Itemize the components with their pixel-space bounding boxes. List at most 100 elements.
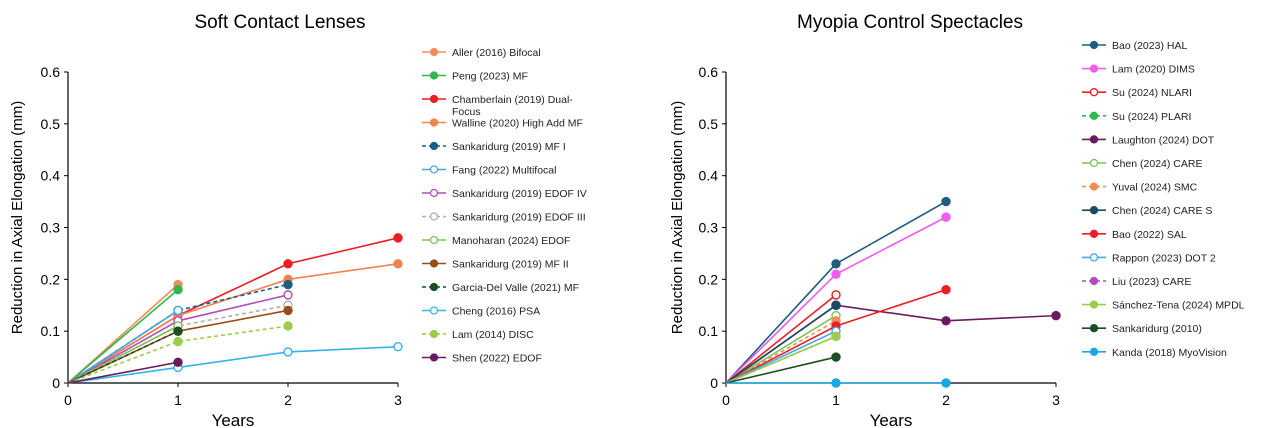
legend-swatch-marker bbox=[1089, 300, 1099, 309]
series-3 bbox=[725, 290, 841, 384]
legend-swatch-marker bbox=[429, 235, 439, 245]
x-tick-label: 0 bbox=[722, 392, 730, 408]
chart-2: Myopia Control Spectacles 0 0.1 0.2 0.3 0.4 0.… bbox=[669, 12, 1245, 428]
data-point bbox=[831, 290, 841, 300]
legend-swatch-marker bbox=[1089, 135, 1099, 144]
legend-entry: Bao (2023) HAL bbox=[1112, 40, 1187, 52]
x-tick-label: 2 bbox=[942, 392, 950, 408]
legend-entry: Sankaridurg (2019) MF I bbox=[452, 141, 566, 153]
chart-title: Soft Contact Lenses bbox=[194, 12, 365, 33]
series-13 bbox=[725, 352, 841, 384]
x-tick-label: 2 bbox=[284, 392, 292, 408]
y-tick-label: 0.5 bbox=[41, 116, 61, 132]
series-13 bbox=[67, 321, 293, 384]
y-tick-label: 0.4 bbox=[41, 168, 61, 184]
data-point bbox=[173, 305, 183, 316]
legend: Aller (2016) Bifocal Peng (2023) MF Chambe… bbox=[422, 47, 587, 365]
legend-swatch-marker bbox=[429, 47, 439, 57]
legend-entry: Rappon (2023) DOT 2 bbox=[1112, 252, 1216, 264]
series-2 bbox=[725, 212, 951, 384]
legend-entry: Lam (2014) DISC bbox=[452, 329, 534, 341]
legend-entry: Cheng (2016) PSA bbox=[452, 306, 540, 318]
legend-swatch-marker bbox=[429, 118, 439, 127]
data-point bbox=[831, 352, 841, 362]
data-point bbox=[283, 347, 293, 357]
legend-swatch-marker bbox=[1089, 88, 1099, 97]
data-point bbox=[941, 285, 951, 295]
chart-title: Myopia Control Spectacles bbox=[797, 12, 1023, 33]
series-11 bbox=[67, 326, 183, 384]
legend-swatch-marker bbox=[1089, 324, 1099, 333]
y-tick-label: 0.1 bbox=[699, 323, 719, 339]
legend-swatch-marker bbox=[1089, 111, 1099, 120]
legend-entry: Shen (2022) EDOF bbox=[452, 353, 542, 365]
data-point bbox=[941, 196, 951, 207]
y-axis-label: Reduction in Axial Elongation (mm) bbox=[669, 101, 686, 334]
y-tick-label: 0.6 bbox=[699, 64, 719, 80]
legend-entry: Kanda (2018) MyoVision bbox=[1112, 347, 1227, 359]
legend-swatch-marker bbox=[429, 188, 439, 198]
legend-entry: Sankaridurg (2019) EDOF III bbox=[452, 212, 586, 224]
series-line bbox=[67, 361, 179, 384]
legend-entry: Sankaridurg (2019) MF II bbox=[452, 259, 569, 271]
legend-entry: Manoharan (2024) EDOF bbox=[452, 235, 570, 247]
legend-swatch-marker bbox=[429, 282, 439, 292]
data-point bbox=[1051, 310, 1061, 321]
legend-swatch-marker bbox=[429, 353, 439, 362]
legend-swatch-marker bbox=[1089, 158, 1099, 168]
legend-entry: Chamberlain (2019) Dual-Focus bbox=[452, 94, 573, 118]
legend-entry-line: Chamberlain (2019) Dual- bbox=[452, 94, 573, 106]
legend-entry: Sankaridurg (2019) EDOF IV bbox=[452, 188, 587, 200]
legend-entry: Sankaridurg (2010) bbox=[1112, 323, 1202, 335]
y-tick-label: 0.1 bbox=[41, 323, 61, 339]
data-point bbox=[941, 212, 951, 222]
legend-entry: Lam (2020) DIMS bbox=[1112, 64, 1195, 76]
y-tick-label: 0 bbox=[710, 375, 718, 391]
y-tick-label: 0.6 bbox=[41, 64, 61, 80]
y-tick-label: 0.5 bbox=[699, 116, 719, 132]
legend-entry: Garcia-Del Valle (2021) MF bbox=[452, 282, 579, 294]
data-point bbox=[941, 378, 951, 388]
series-6 bbox=[67, 305, 183, 384]
series-12 bbox=[67, 342, 403, 384]
data-point bbox=[941, 316, 951, 326]
legend-entry-line: Focus bbox=[452, 106, 481, 118]
x-tick-label: 3 bbox=[1052, 392, 1060, 408]
legend-swatch-marker bbox=[1089, 40, 1099, 50]
x-axis-label: Years bbox=[212, 411, 255, 428]
series-10 bbox=[725, 326, 841, 384]
legend-entry: Su (2024) NLARI bbox=[1112, 87, 1192, 99]
data-point bbox=[831, 269, 841, 279]
data-point bbox=[831, 259, 841, 269]
data-point bbox=[173, 336, 183, 347]
legend-entry: Fang (2022) Multifocal bbox=[452, 165, 556, 177]
legend-swatch-marker bbox=[429, 212, 439, 221]
y-axis-label: Reduction in Axial Elongation (mm) bbox=[9, 101, 26, 334]
data-point bbox=[283, 259, 293, 269]
legend-entry: Bao (2022) SAL bbox=[1112, 229, 1187, 241]
data-point bbox=[283, 321, 293, 331]
legend-entry: Su (2024) PLARI bbox=[1112, 111, 1191, 123]
legend-swatch-marker bbox=[429, 71, 439, 80]
series-line bbox=[67, 304, 289, 384]
legend-swatch-marker bbox=[1089, 64, 1099, 73]
legend-swatch-marker bbox=[429, 259, 439, 268]
data-point bbox=[283, 279, 293, 290]
legend: Bao (2023) HAL Lam (2020) DIMS Su (2024) N… bbox=[1082, 40, 1245, 359]
data-point bbox=[831, 331, 841, 342]
x-tick-label: 1 bbox=[832, 392, 840, 408]
legend-entry: Chen (2024) CARE bbox=[1112, 158, 1202, 170]
series-line bbox=[725, 356, 837, 384]
x-tick-label: 1 bbox=[174, 392, 182, 408]
data-point bbox=[173, 285, 183, 295]
legend-entry: Aller (2016) Bifocal bbox=[452, 47, 541, 59]
legend-swatch-marker bbox=[429, 306, 439, 315]
legend-swatch-marker bbox=[429, 94, 439, 104]
series-line bbox=[725, 294, 837, 384]
legend-swatch-marker bbox=[1089, 182, 1099, 191]
series-3 bbox=[67, 233, 403, 384]
data-point bbox=[283, 305, 293, 316]
series-12 bbox=[725, 331, 841, 384]
data-point bbox=[173, 357, 183, 367]
